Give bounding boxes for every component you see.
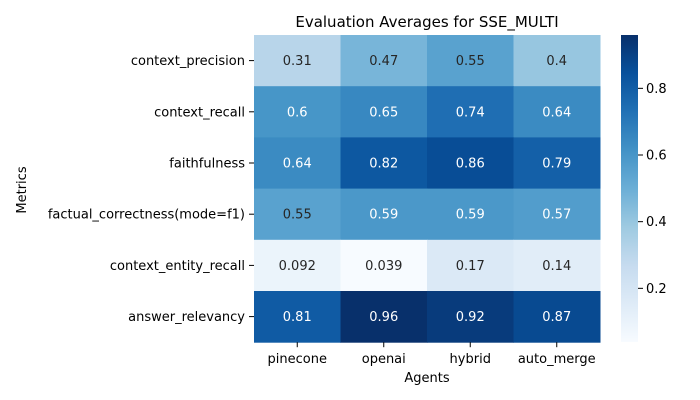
heatmap-cell xyxy=(340,239,428,292)
heatmap-cell xyxy=(513,188,601,241)
heatmap-cell xyxy=(254,239,341,292)
cell-value-label: 0.87 xyxy=(542,310,571,325)
y-tick-label: answer_relevancy xyxy=(128,310,245,325)
x-tick-label: openai xyxy=(362,352,406,367)
y-tick-labels: context_precision context_recall faithfuln… xyxy=(48,54,254,325)
heatmap-cell xyxy=(340,35,428,87)
cell-value-label: 0.47 xyxy=(369,54,398,69)
cell-value-label: 0.64 xyxy=(283,157,312,172)
cell-value-label: 0.59 xyxy=(369,208,398,223)
cell-value-label: 0.74 xyxy=(456,105,485,120)
colorbar-tick-label: 0.2 xyxy=(646,282,667,297)
cell-value-label: 0.96 xyxy=(369,310,398,325)
x-axis-label: Agents xyxy=(404,371,449,386)
y-tick-label: faithfulness xyxy=(169,157,245,172)
cell-value-label: 0.86 xyxy=(456,157,485,172)
heatmap-cell xyxy=(254,35,341,87)
cell-value-label: 0.92 xyxy=(456,310,485,325)
colorbar-ticks: 0.2 0.4 0.6 0.8 xyxy=(638,82,667,297)
heatmap-cell xyxy=(254,188,341,241)
heatmap-cell xyxy=(427,291,514,343)
cell-value-label: 0.55 xyxy=(456,54,485,69)
heatmap-cell xyxy=(513,86,601,138)
y-tick-label: context_recall xyxy=(154,105,245,120)
cell-value-label: 0.17 xyxy=(456,259,485,274)
x-tick-label: pinecone xyxy=(268,352,327,367)
y-axis-label: Metrics xyxy=(15,166,30,213)
cell-value-label: 0.55 xyxy=(283,208,312,223)
heatmap-cell xyxy=(427,188,514,241)
heatmap-cell xyxy=(427,137,514,190)
x-tick-labels: pinecone openai hybrid auto_merge xyxy=(268,342,596,367)
heatmap-cell xyxy=(513,291,601,343)
cell-value-label: 0.14 xyxy=(542,259,571,274)
x-tick-label: auto_merge xyxy=(518,352,596,367)
heatmap-cells: 0.31 0.47 0.55 0.4 0.6 0.65 0.74 0.64 0.64 0.82 0.… xyxy=(254,35,601,343)
heatmap-cell xyxy=(513,137,601,190)
heatmap-cell xyxy=(340,291,428,343)
heatmap-cell xyxy=(427,35,514,87)
y-tick-label: context_entity_recall xyxy=(110,259,245,274)
chart-title: Evaluation Averages for SSE_MULTI xyxy=(295,13,558,32)
heatmap-cell xyxy=(254,137,341,190)
cell-value-label: 0.039 xyxy=(365,259,402,274)
x-tick-label: hybrid xyxy=(450,352,491,367)
heatmap-cell xyxy=(340,86,428,138)
heatmap-cell xyxy=(340,137,428,190)
cell-value-label: 0.59 xyxy=(456,208,485,223)
colorbar xyxy=(621,35,638,342)
heatmap-cell xyxy=(254,86,341,138)
cell-value-label: 0.64 xyxy=(542,105,571,120)
cell-value-label: 0.092 xyxy=(279,259,316,274)
heatmap-cell xyxy=(513,239,601,292)
cell-value-label: 0.79 xyxy=(542,157,571,172)
colorbar-tick-label: 0.4 xyxy=(646,215,667,230)
heatmap-cell xyxy=(340,188,428,241)
cell-value-label: 0.81 xyxy=(283,310,312,325)
y-tick-label: context_precision xyxy=(131,54,245,69)
cell-value-label: 0.65 xyxy=(369,105,398,120)
colorbar-tick-label: 0.8 xyxy=(646,82,667,97)
cell-value-label: 0.31 xyxy=(283,54,312,69)
heatmap-cell xyxy=(513,35,601,87)
cell-value-label: 0.82 xyxy=(369,157,398,172)
cell-value-label: 0.6 xyxy=(287,105,308,120)
cell-value-label: 0.4 xyxy=(546,54,567,69)
cell-value-label: 0.57 xyxy=(542,208,571,223)
heatmap-cell xyxy=(427,239,514,292)
heatmap-cell xyxy=(427,86,514,138)
y-tick-label: factual_correctness(mode=f1) xyxy=(48,208,245,223)
heatmap-cell xyxy=(254,291,341,343)
colorbar-tick-label: 0.6 xyxy=(646,149,667,164)
